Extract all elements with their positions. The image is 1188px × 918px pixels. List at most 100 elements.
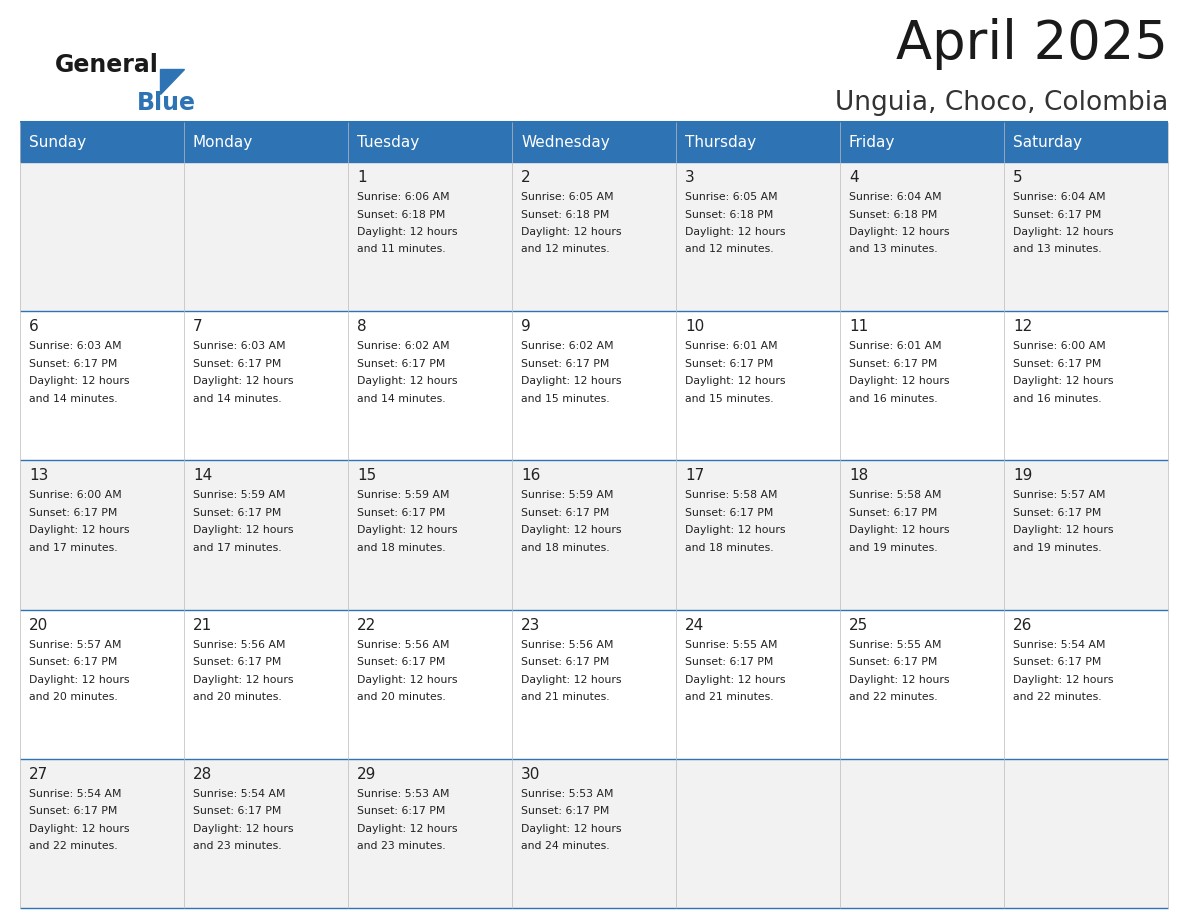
- Text: Sunrise: 6:06 AM: Sunrise: 6:06 AM: [358, 192, 449, 202]
- Text: 23: 23: [522, 618, 541, 633]
- Text: 12: 12: [1013, 319, 1032, 334]
- Text: Sunset: 6:17 PM: Sunset: 6:17 PM: [685, 508, 773, 518]
- Text: Sunset: 6:17 PM: Sunset: 6:17 PM: [29, 508, 118, 518]
- Text: Unguia, Choco, Colombia: Unguia, Choco, Colombia: [835, 90, 1168, 116]
- Text: 13: 13: [29, 468, 49, 484]
- Text: and 23 minutes.: and 23 minutes.: [358, 841, 446, 851]
- Text: 7: 7: [192, 319, 203, 334]
- Text: and 19 minutes.: and 19 minutes.: [1013, 543, 1101, 553]
- Text: Sunset: 6:17 PM: Sunset: 6:17 PM: [192, 508, 282, 518]
- Text: and 21 minutes.: and 21 minutes.: [685, 692, 773, 702]
- Text: 21: 21: [192, 618, 213, 633]
- Text: and 23 minutes.: and 23 minutes.: [192, 841, 282, 851]
- Bar: [20, 162, 1168, 311]
- Text: Sunset: 6:17 PM: Sunset: 6:17 PM: [1013, 657, 1101, 667]
- Text: and 17 minutes.: and 17 minutes.: [29, 543, 118, 553]
- Text: and 20 minutes.: and 20 minutes.: [29, 692, 118, 702]
- Text: Daylight: 12 hours: Daylight: 12 hours: [192, 376, 293, 386]
- Text: Sunrise: 6:05 AM: Sunrise: 6:05 AM: [685, 192, 778, 202]
- Text: 9: 9: [522, 319, 531, 334]
- Text: Sunrise: 5:54 AM: Sunrise: 5:54 AM: [1013, 640, 1106, 650]
- Text: Sunset: 6:18 PM: Sunset: 6:18 PM: [849, 209, 937, 219]
- Text: and 12 minutes.: and 12 minutes.: [522, 244, 609, 254]
- Text: and 15 minutes.: and 15 minutes.: [685, 394, 773, 404]
- Text: and 14 minutes.: and 14 minutes.: [29, 394, 118, 404]
- Text: 22: 22: [358, 618, 377, 633]
- Text: Daylight: 12 hours: Daylight: 12 hours: [358, 525, 457, 535]
- Text: Sunset: 6:17 PM: Sunset: 6:17 PM: [29, 657, 118, 667]
- Text: Sunday: Sunday: [29, 135, 86, 150]
- Text: 28: 28: [192, 767, 213, 782]
- Text: and 22 minutes.: and 22 minutes.: [29, 841, 118, 851]
- Text: April 2025: April 2025: [896, 18, 1168, 70]
- Text: 1: 1: [358, 170, 367, 185]
- Text: and 21 minutes.: and 21 minutes.: [522, 692, 609, 702]
- Text: Sunset: 6:17 PM: Sunset: 6:17 PM: [192, 359, 282, 369]
- Text: Daylight: 12 hours: Daylight: 12 hours: [29, 376, 129, 386]
- Polygon shape: [160, 69, 184, 94]
- Text: Sunset: 6:17 PM: Sunset: 6:17 PM: [29, 806, 118, 816]
- Text: 6: 6: [29, 319, 39, 334]
- Text: and 12 minutes.: and 12 minutes.: [685, 244, 773, 254]
- Text: Daylight: 12 hours: Daylight: 12 hours: [1013, 525, 1113, 535]
- Text: Sunrise: 6:03 AM: Sunrise: 6:03 AM: [29, 341, 121, 352]
- Text: Sunset: 6:18 PM: Sunset: 6:18 PM: [522, 209, 609, 219]
- Text: Daylight: 12 hours: Daylight: 12 hours: [358, 823, 457, 834]
- Text: Sunrise: 6:04 AM: Sunrise: 6:04 AM: [849, 192, 942, 202]
- Text: Sunset: 6:17 PM: Sunset: 6:17 PM: [849, 359, 937, 369]
- Text: Sunset: 6:17 PM: Sunset: 6:17 PM: [685, 657, 773, 667]
- Text: Sunset: 6:17 PM: Sunset: 6:17 PM: [358, 806, 446, 816]
- Text: 25: 25: [849, 618, 868, 633]
- Text: 11: 11: [849, 319, 868, 334]
- Text: Sunset: 6:17 PM: Sunset: 6:17 PM: [849, 657, 937, 667]
- Text: Daylight: 12 hours: Daylight: 12 hours: [522, 525, 621, 535]
- Text: Daylight: 12 hours: Daylight: 12 hours: [1013, 675, 1113, 685]
- Text: Sunset: 6:17 PM: Sunset: 6:17 PM: [29, 359, 118, 369]
- Text: 3: 3: [685, 170, 695, 185]
- Text: Sunset: 6:17 PM: Sunset: 6:17 PM: [1013, 508, 1101, 518]
- Text: Sunrise: 5:57 AM: Sunrise: 5:57 AM: [1013, 490, 1106, 500]
- Text: General: General: [55, 53, 159, 77]
- Text: Daylight: 12 hours: Daylight: 12 hours: [685, 525, 785, 535]
- Text: Sunrise: 6:01 AM: Sunrise: 6:01 AM: [849, 341, 942, 352]
- Text: Sunset: 6:17 PM: Sunset: 6:17 PM: [192, 806, 282, 816]
- Text: Sunset: 6:17 PM: Sunset: 6:17 PM: [849, 508, 937, 518]
- Text: Sunrise: 6:04 AM: Sunrise: 6:04 AM: [1013, 192, 1106, 202]
- Text: Sunrise: 6:00 AM: Sunrise: 6:00 AM: [29, 490, 121, 500]
- Text: Daylight: 12 hours: Daylight: 12 hours: [1013, 376, 1113, 386]
- Text: 16: 16: [522, 468, 541, 484]
- Text: and 14 minutes.: and 14 minutes.: [192, 394, 282, 404]
- Text: Daylight: 12 hours: Daylight: 12 hours: [29, 823, 129, 834]
- Text: 24: 24: [685, 618, 704, 633]
- Text: Sunrise: 5:56 AM: Sunrise: 5:56 AM: [358, 640, 449, 650]
- Text: Daylight: 12 hours: Daylight: 12 hours: [29, 525, 129, 535]
- Text: Sunrise: 5:54 AM: Sunrise: 5:54 AM: [29, 789, 121, 799]
- Text: 18: 18: [849, 468, 868, 484]
- Text: Sunrise: 5:56 AM: Sunrise: 5:56 AM: [192, 640, 285, 650]
- Text: Sunset: 6:17 PM: Sunset: 6:17 PM: [358, 508, 446, 518]
- Text: Sunset: 6:18 PM: Sunset: 6:18 PM: [685, 209, 773, 219]
- Text: 29: 29: [358, 767, 377, 782]
- Text: Sunrise: 5:58 AM: Sunrise: 5:58 AM: [849, 490, 942, 500]
- Text: Sunset: 6:17 PM: Sunset: 6:17 PM: [522, 657, 609, 667]
- Text: and 17 minutes.: and 17 minutes.: [192, 543, 282, 553]
- Text: Daylight: 12 hours: Daylight: 12 hours: [685, 376, 785, 386]
- Text: 26: 26: [1013, 618, 1032, 633]
- Text: Sunset: 6:17 PM: Sunset: 6:17 PM: [192, 657, 282, 667]
- Text: Monday: Monday: [192, 135, 253, 150]
- Text: Sunrise: 6:00 AM: Sunrise: 6:00 AM: [1013, 341, 1106, 352]
- Text: Sunrise: 5:53 AM: Sunrise: 5:53 AM: [522, 789, 613, 799]
- Text: Daylight: 12 hours: Daylight: 12 hours: [849, 675, 949, 685]
- Text: Daylight: 12 hours: Daylight: 12 hours: [192, 675, 293, 685]
- Text: and 22 minutes.: and 22 minutes.: [1013, 692, 1101, 702]
- Text: Daylight: 12 hours: Daylight: 12 hours: [358, 675, 457, 685]
- Text: Daylight: 12 hours: Daylight: 12 hours: [192, 525, 293, 535]
- Text: Sunset: 6:17 PM: Sunset: 6:17 PM: [1013, 359, 1101, 369]
- Text: Sunrise: 6:03 AM: Sunrise: 6:03 AM: [192, 341, 285, 352]
- Bar: [20, 311, 1168, 461]
- Text: and 22 minutes.: and 22 minutes.: [849, 692, 937, 702]
- Text: Sunrise: 5:54 AM: Sunrise: 5:54 AM: [192, 789, 285, 799]
- Text: Sunrise: 6:02 AM: Sunrise: 6:02 AM: [522, 341, 614, 352]
- Text: Thursday: Thursday: [685, 135, 756, 150]
- Text: Sunset: 6:17 PM: Sunset: 6:17 PM: [685, 359, 773, 369]
